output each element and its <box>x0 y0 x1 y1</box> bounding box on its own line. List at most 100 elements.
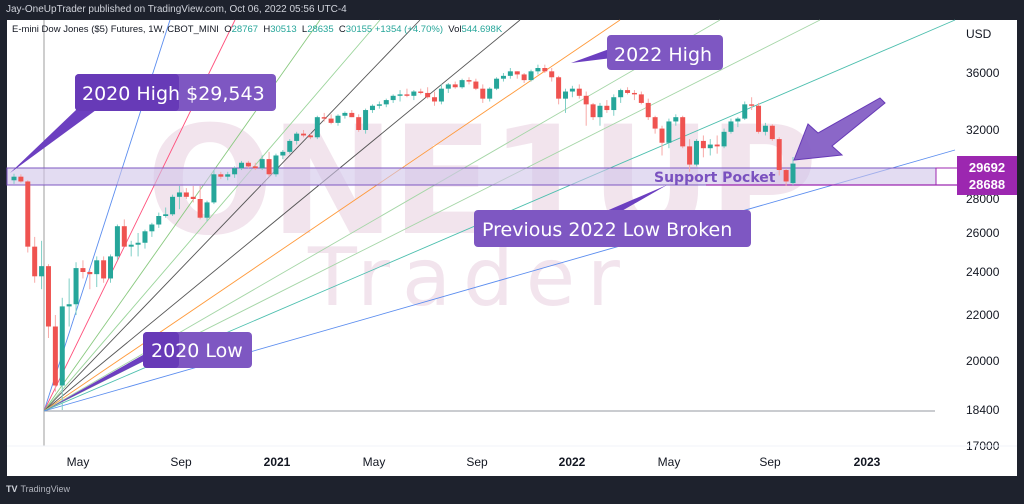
candle-body <box>693 140 699 165</box>
candle-body <box>700 140 706 149</box>
candle-body <box>432 97 438 102</box>
candle-body <box>507 71 513 76</box>
candle-body <box>625 90 631 93</box>
candle-body <box>714 144 720 147</box>
candle-body <box>445 84 451 89</box>
candle-body <box>335 115 341 123</box>
candle-body <box>494 78 500 89</box>
gann-fan-line[interactable] <box>43 19 621 412</box>
low-value: 28635 <box>307 24 334 35</box>
gann-fan-line[interactable] <box>43 19 421 412</box>
candle-body <box>680 117 686 147</box>
candle-body <box>80 268 86 272</box>
time-tick: 2022 <box>559 455 586 469</box>
published-line: Jay-OneUpTrader published on TradingView… <box>6 4 347 15</box>
symbol-legend[interactable]: E-mini Dow Jones ($5) Futures, 1W, CBOT_… <box>12 24 502 35</box>
watermark: ONE1UP Trader <box>146 95 818 324</box>
callout-2020-low-text: 2020 Low <box>151 340 243 362</box>
candle-body <box>473 81 479 89</box>
callout-2020-low[interactable]: 2020 Low <box>46 332 252 410</box>
price-badge-lower: 28688 <box>969 177 1005 192</box>
price-tick: 20000 <box>966 354 1000 368</box>
price-axis[interactable]: USD 36000 32000 28000 26000 24000 22000 20000 1… <box>958 20 1017 453</box>
candle-body <box>631 92 637 95</box>
candle-body <box>728 121 734 132</box>
candle-body <box>762 125 768 132</box>
callout-previous-2022-low-broken[interactable]: Previous 2022 Low Broken <box>474 185 751 247</box>
callout-2020-high[interactable]: 2020 High $29,543 <box>10 74 276 173</box>
published-header: Jay-OneUpTrader published on TradingView… <box>0 0 1024 20</box>
candlestick-series[interactable] <box>11 64 796 410</box>
price-tick: 24000 <box>966 265 1000 279</box>
candle-body <box>487 88 493 99</box>
gann-fan-line[interactable] <box>43 19 381 412</box>
candle-body <box>425 92 431 98</box>
candle-body <box>101 260 107 279</box>
candle-body <box>45 266 51 327</box>
candle-body <box>128 244 134 247</box>
callout-2020-high-text: 2020 High $29,543 <box>82 83 265 105</box>
candle-body <box>356 117 362 130</box>
candle-body <box>252 166 258 169</box>
time-tick: May <box>658 455 681 469</box>
candle-body <box>52 326 58 386</box>
time-tick: Sep <box>170 455 192 469</box>
price-tick: 26000 <box>966 226 1000 240</box>
candle-body <box>363 110 369 130</box>
candle-body <box>411 91 417 96</box>
candle-body <box>590 104 596 118</box>
candle-body <box>604 105 610 111</box>
candle-body <box>756 105 762 132</box>
time-tick: May <box>363 455 386 469</box>
candle-body <box>204 202 210 218</box>
candle-body <box>783 170 789 182</box>
candle-body <box>397 94 403 96</box>
candle-body <box>321 117 327 119</box>
candle-body <box>776 139 782 171</box>
candle-body <box>500 75 506 79</box>
candle-body <box>438 88 444 102</box>
tradingview-logo-icon: TV <box>6 484 18 494</box>
candle-body <box>114 226 120 257</box>
callout-2022-high[interactable]: 2022 High <box>571 35 723 70</box>
candle-body <box>790 163 796 184</box>
candle-body <box>452 84 458 88</box>
candle-body <box>742 104 748 119</box>
candle-body <box>307 135 313 138</box>
support-pocket-zone[interactable] <box>6 167 937 186</box>
price-tick: 32000 <box>966 123 1000 137</box>
candle-body <box>108 256 114 279</box>
candle-body <box>211 174 217 203</box>
candle-body <box>542 68 548 72</box>
candle-body <box>666 121 672 143</box>
candle-body <box>163 214 169 216</box>
candle-body <box>556 77 562 99</box>
candle-body <box>87 272 93 275</box>
time-axis[interactable]: May Sep 2021 May Sep 2022 May Sep 2023 <box>67 455 881 469</box>
candle-body <box>480 88 486 99</box>
change-value: +1354 (+4.70%) <box>374 24 443 35</box>
gann-fan-line[interactable] <box>43 19 521 412</box>
candle-body <box>390 95 396 101</box>
candle-body <box>273 155 279 175</box>
candle-body <box>549 71 555 78</box>
candle-body <box>232 168 238 175</box>
arrow-annotation[interactable] <box>793 97 886 161</box>
high-label: H <box>263 24 271 35</box>
price-tick: 22000 <box>966 308 1000 322</box>
open-label: O <box>224 24 232 35</box>
footer: TV TradingView <box>0 476 1024 503</box>
candle-body <box>149 224 155 232</box>
candle-body <box>687 146 693 165</box>
volume-value: 544.698K <box>461 24 503 35</box>
close-label: C <box>338 24 346 35</box>
volume-label: Vol <box>448 24 462 35</box>
tradingview-logo[interactable]: TV TradingView <box>0 484 70 494</box>
high-value: 30513 <box>270 24 297 35</box>
tradingview-brand: TradingView <box>20 484 71 494</box>
candle-body <box>25 181 31 247</box>
candle-body <box>238 162 244 169</box>
candle-body <box>383 100 389 105</box>
candle-body <box>735 118 741 122</box>
